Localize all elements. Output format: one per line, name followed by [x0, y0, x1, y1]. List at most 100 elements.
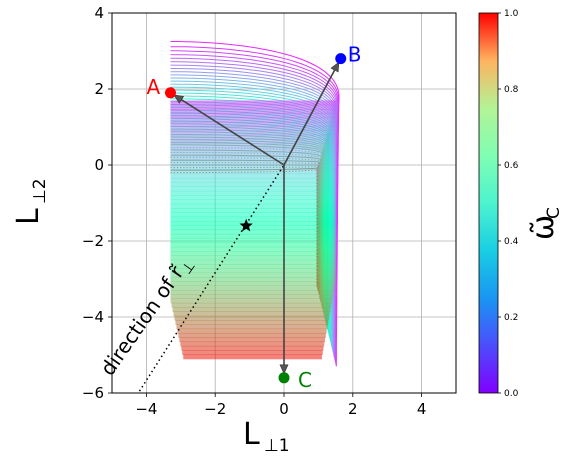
point-b-label: B [348, 43, 362, 67]
star-marker [239, 218, 253, 232]
family-band [170, 208, 336, 213]
family-band [170, 169, 336, 175]
family-band [170, 139, 336, 144]
colorbar-ticks: 0.0 0.2 0.4 0.6 0.8 1.0 [498, 9, 519, 399]
vector-arrow-head [330, 61, 340, 73]
overlay: A B C [138, 43, 362, 392]
y-tick-label: 4 [94, 4, 104, 22]
family-band [170, 233, 336, 239]
x-axis-label-sub: ⊥1 [264, 436, 290, 456]
y-tick-label: 2 [94, 80, 104, 98]
family-band [173, 311, 330, 317]
x-tick-label: −4 [135, 400, 157, 418]
family-band [181, 345, 324, 351]
family-band [170, 104, 336, 110]
point-b-marker [335, 53, 347, 65]
family-band [170, 190, 336, 196]
family-band [170, 160, 336, 166]
family-band [180, 341, 325, 347]
curve-family [170, 41, 340, 367]
family-band [170, 289, 334, 295]
colorbar [478, 12, 499, 394]
colorbar-tick-label: 0.6 [504, 161, 519, 171]
point-a-marker [164, 87, 176, 99]
family-band [171, 302, 332, 308]
vector-arrow-head [279, 364, 289, 375]
family-band [170, 238, 336, 244]
family-band [170, 126, 336, 132]
vector-arrow-line [283, 66, 338, 166]
colorbar-tick-label: 0.2 [504, 313, 518, 323]
family-band [170, 199, 336, 205]
family-band [170, 203, 336, 209]
x-axis-label: L ⊥1 [243, 417, 290, 456]
y-axis-label: L ⊥2 [11, 178, 50, 225]
family-curve [170, 50, 339, 363]
vector-arrow-head [173, 94, 185, 104]
family-band [170, 117, 336, 123]
colorbar-label: ω̃ C [526, 207, 564, 240]
family-band [170, 220, 336, 226]
colorbar-label-main: ω̃ [526, 215, 561, 240]
family-band [170, 216, 336, 222]
family-band [170, 255, 336, 261]
family-band [170, 298, 333, 304]
family-band [170, 246, 336, 252]
y-tick-label: −4 [82, 308, 104, 326]
family-band [170, 195, 336, 200]
colorbar-tick-label: 0.4 [504, 237, 519, 247]
family-band [170, 225, 336, 231]
family-band [170, 259, 336, 265]
family-band [178, 332, 326, 338]
family-band [170, 130, 336, 136]
family-band [170, 121, 336, 127]
y-tick-label: 0 [94, 156, 104, 174]
y-axis-label-sub: ⊥2 [30, 178, 50, 204]
family-band [170, 109, 336, 114]
family-band [176, 324, 328, 330]
family-band [179, 337, 326, 343]
family-band [183, 354, 322, 360]
family-band [170, 276, 336, 282]
family-band [170, 182, 336, 188]
family-band [170, 272, 336, 278]
point-c-label: C [298, 368, 312, 392]
family-band [170, 294, 333, 300]
family-band [170, 177, 336, 183]
family-band [172, 307, 331, 312]
family-band [170, 113, 336, 119]
family-band [174, 315, 329, 321]
family-band [182, 350, 323, 355]
colorbar-label-sub: C [544, 207, 564, 219]
family-band [170, 156, 336, 162]
family-band [170, 165, 336, 170]
x-tick-label: 0 [279, 400, 289, 418]
family-band [177, 328, 327, 334]
x-tick-label: −2 [204, 400, 226, 418]
family-band [170, 264, 336, 269]
point-c-marker [278, 372, 290, 384]
family-band [170, 152, 336, 157]
colorbar-tick-label: 0.0 [504, 389, 519, 399]
family-band [175, 320, 329, 325]
y-tick-label: −6 [82, 384, 104, 402]
colorbar-tick-label: 0.8 [504, 85, 519, 95]
family-band [170, 268, 336, 274]
x-tick-label: 2 [348, 400, 358, 418]
family-band [170, 285, 335, 291]
family-band [170, 173, 336, 179]
family-band [170, 242, 336, 248]
family-band [170, 147, 336, 153]
family-band [170, 281, 336, 287]
family-band [170, 134, 336, 140]
colorbar-tick-label: 1.0 [504, 9, 519, 19]
point-a-label: A [146, 75, 160, 99]
family-band [170, 251, 336, 256]
family-band [170, 100, 336, 106]
family-band [170, 229, 336, 235]
y-axis-label-main: L [11, 208, 46, 225]
axis-ticks: −4 −2 0 2 4 −6 −4 −2 0 2 4 [82, 4, 426, 418]
x-tick-label: 4 [417, 400, 427, 418]
vector-arrow-line [177, 97, 285, 166]
